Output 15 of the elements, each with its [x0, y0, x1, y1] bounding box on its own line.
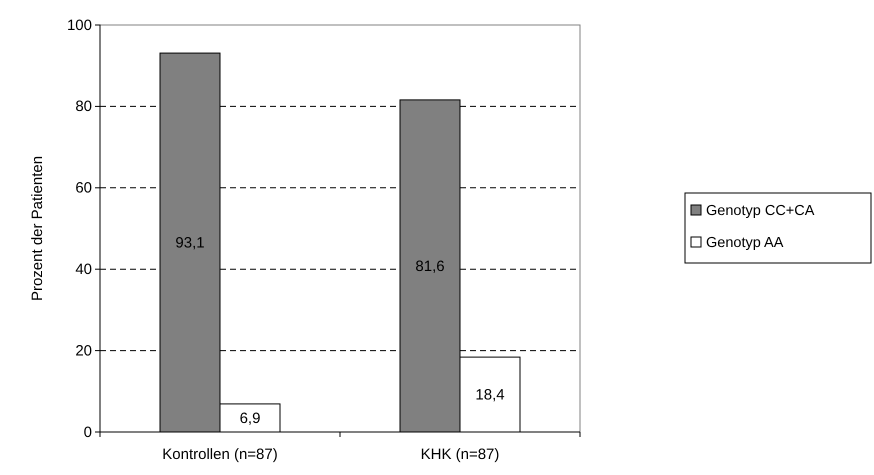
legend-label: Genotyp AA: [706, 235, 784, 251]
x-tick-label: Kontrollen (n=87): [162, 446, 278, 463]
y-tick-label: 100: [66, 16, 92, 34]
data-label: 6,9: [240, 410, 260, 427]
legend-label: Genotyp CC+CA: [706, 203, 815, 219]
data-label: 18,4: [475, 386, 505, 404]
x-tick-label: KHK (n=87): [420, 446, 500, 463]
data-label: 81,6: [415, 258, 445, 275]
y-tick-label: 40: [75, 261, 92, 278]
y-tick-label: 60: [75, 180, 92, 197]
y-tick-label: 80: [75, 98, 92, 116]
data-label: 93,1: [175, 234, 205, 252]
y-tick-label: 20: [75, 342, 92, 360]
y-tick-label: 0: [84, 424, 92, 441]
y-axis-title: Prozent der Patienten: [29, 156, 46, 302]
